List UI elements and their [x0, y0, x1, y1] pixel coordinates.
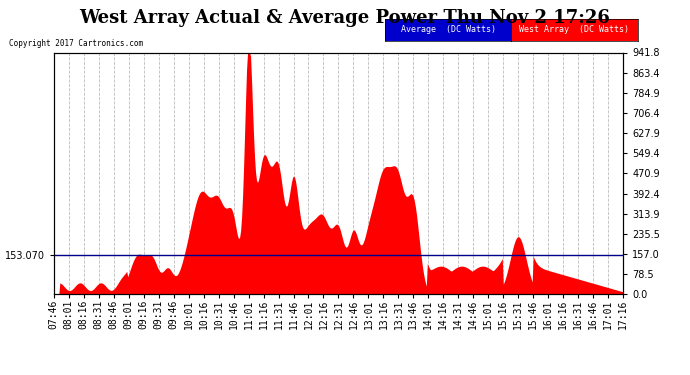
Text: West Array Actual & Average Power Thu Nov 2 17:26: West Array Actual & Average Power Thu No…	[79, 9, 611, 27]
Text: Average  (DC Watts): Average (DC Watts)	[401, 26, 495, 34]
Text: West Array  (DC Watts): West Array (DC Watts)	[520, 26, 629, 34]
Text: Copyright 2017 Cartronics.com: Copyright 2017 Cartronics.com	[9, 39, 143, 48]
